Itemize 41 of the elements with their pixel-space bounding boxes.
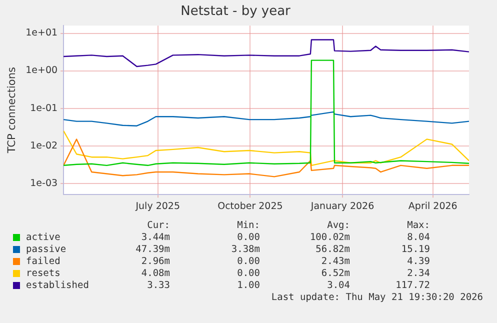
text: 4.08m [140,268,170,279]
text: 3.04 [326,280,350,291]
text: 15.19 [400,244,430,255]
text: 0.00 [236,232,260,243]
text: 3.38m [230,244,260,255]
y-tick-label: 1e+00 [26,65,58,76]
y-tick-label: 1e-01 [30,102,58,114]
text: 8.04 [406,232,430,243]
y-tick-label: 1e-03 [30,178,58,189]
y-tick-label: 1e-02 [30,140,58,152]
text: 117.72 [394,280,430,291]
x-tick-label: October 2025 [218,200,283,212]
text: Cur: [146,220,170,231]
text: Min: [236,220,260,231]
legend-label: active [26,232,60,243]
text: 3.33 [146,280,170,291]
text: 0.00 [236,268,260,279]
y-axis-title: TCP connections [6,67,18,154]
text: 56.82m [314,244,350,255]
legend-label: failed [26,256,60,267]
text: 0.00 [236,256,260,267]
text: 6.52m [320,268,350,279]
legend-label: passive [26,244,66,255]
legend-label: established [26,280,89,291]
x-tick-label: January 2026 [310,200,374,212]
text: Avg: [326,220,350,231]
text: 2.96m [140,256,170,267]
text: 47.39m [134,244,170,255]
text: 2.43m [320,256,350,267]
y-tick-label: 1e+01 [26,28,58,39]
text: 100.02m [308,232,350,243]
x-tick-label: April 2026 [408,200,458,212]
text: Last update: Thu May 21 19:30:20 2026 [271,292,483,304]
text: 4.39 [406,256,430,267]
text: Max: [406,220,430,231]
text: 1.00 [236,280,260,291]
text: 2.34 [406,268,430,279]
x-tick-label: July 2025 [134,200,180,212]
legend-label: resets [26,268,60,279]
text: 3.44m [140,232,170,243]
chart-title: Netstat - by year [180,4,292,20]
